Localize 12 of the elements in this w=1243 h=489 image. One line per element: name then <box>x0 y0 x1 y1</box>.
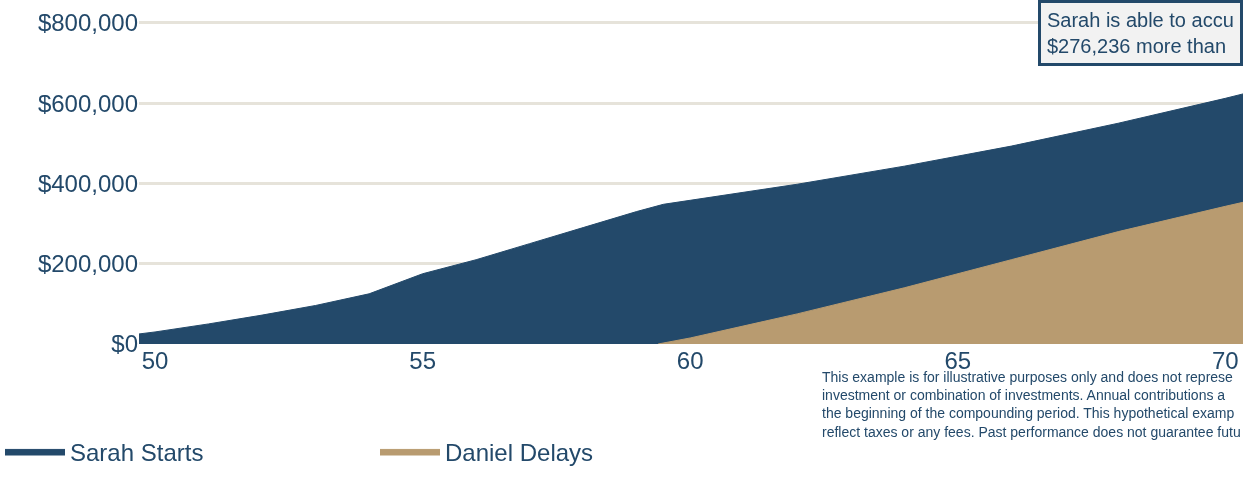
x-tick-label: 55 <box>409 347 436 374</box>
annotation: Sarah is able to accu $276,236 more than <box>1047 9 1234 57</box>
legend-label: Daniel Delays <box>445 438 594 466</box>
y-tick-label: $0 <box>111 330 138 358</box>
y-tick-label: $800,000 <box>37 9 138 37</box>
x-tick-label: 70 <box>1211 347 1239 374</box>
y-tick-label: $400,000 <box>37 169 138 197</box>
x-tick-label: 60 <box>676 347 704 374</box>
legend-label: Sarah Starts <box>70 438 204 466</box>
x-tick-label: 50 <box>141 347 169 374</box>
y-tick-label: $600,000 <box>37 89 138 117</box>
y-tick-label: $200,000 <box>37 250 138 278</box>
